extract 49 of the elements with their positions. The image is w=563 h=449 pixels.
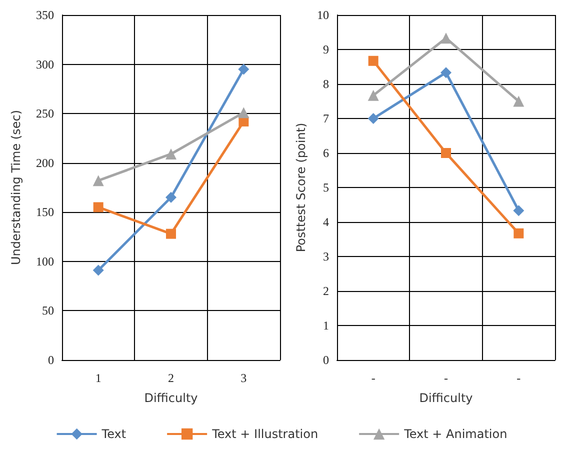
y-tick-label: 100 xyxy=(36,254,54,268)
y-axis-title: Posttest Score (point) xyxy=(294,122,308,252)
y-tick-label: 8 xyxy=(323,77,329,91)
y-tick-label: 4 xyxy=(323,215,329,229)
y-tick-label: 9 xyxy=(323,42,329,56)
y-tick-label: 150 xyxy=(36,205,54,220)
y-tick-label: 6 xyxy=(323,146,329,160)
y-tick-label: 7 xyxy=(323,112,329,126)
point xyxy=(513,96,524,107)
x-tick-label: - xyxy=(516,371,521,385)
point xyxy=(93,202,104,212)
point xyxy=(514,228,524,238)
x-tick-label: - xyxy=(444,371,448,385)
point xyxy=(238,107,250,118)
point xyxy=(513,205,524,216)
y-tick-label: 250 xyxy=(36,106,54,121)
point xyxy=(368,113,379,124)
point xyxy=(92,175,104,186)
x-tick-label: - xyxy=(371,371,376,385)
point xyxy=(166,148,176,160)
point xyxy=(238,64,250,75)
y-axis-title: Understanding Time (sec) xyxy=(9,110,23,266)
y-tick-label: 350 xyxy=(36,8,54,22)
x-axis-title: Difficulty xyxy=(144,391,198,405)
y-tick-label: 300 xyxy=(36,57,54,72)
point xyxy=(440,32,452,44)
point xyxy=(441,148,451,158)
y-tick-label: 2 xyxy=(323,284,329,298)
y-tick-label: 3 xyxy=(323,250,329,264)
y-tick-label: 1 xyxy=(323,318,329,332)
legend-label: Text + Illustration xyxy=(211,427,318,441)
x-tick-label: 3 xyxy=(240,371,247,385)
x-axis-title: Difficulty xyxy=(419,391,473,405)
point xyxy=(368,56,378,66)
point xyxy=(166,192,176,203)
y-tick-label: 200 xyxy=(36,156,54,170)
x-tick-label: 2 xyxy=(168,371,174,385)
point xyxy=(166,228,176,239)
y-tick-label: 0 xyxy=(48,353,54,367)
y-tick-label: 10 xyxy=(317,8,329,22)
point xyxy=(440,67,452,78)
point xyxy=(368,90,379,101)
legend-label: Text + Animation xyxy=(403,427,508,441)
point xyxy=(92,264,104,276)
y-tick-label: 5 xyxy=(323,180,329,194)
legend-label: Text xyxy=(100,427,126,441)
y-tick-label: 0 xyxy=(323,353,329,367)
y-tick-label: 50 xyxy=(42,304,54,318)
x-tick-label: 1 xyxy=(95,371,102,385)
